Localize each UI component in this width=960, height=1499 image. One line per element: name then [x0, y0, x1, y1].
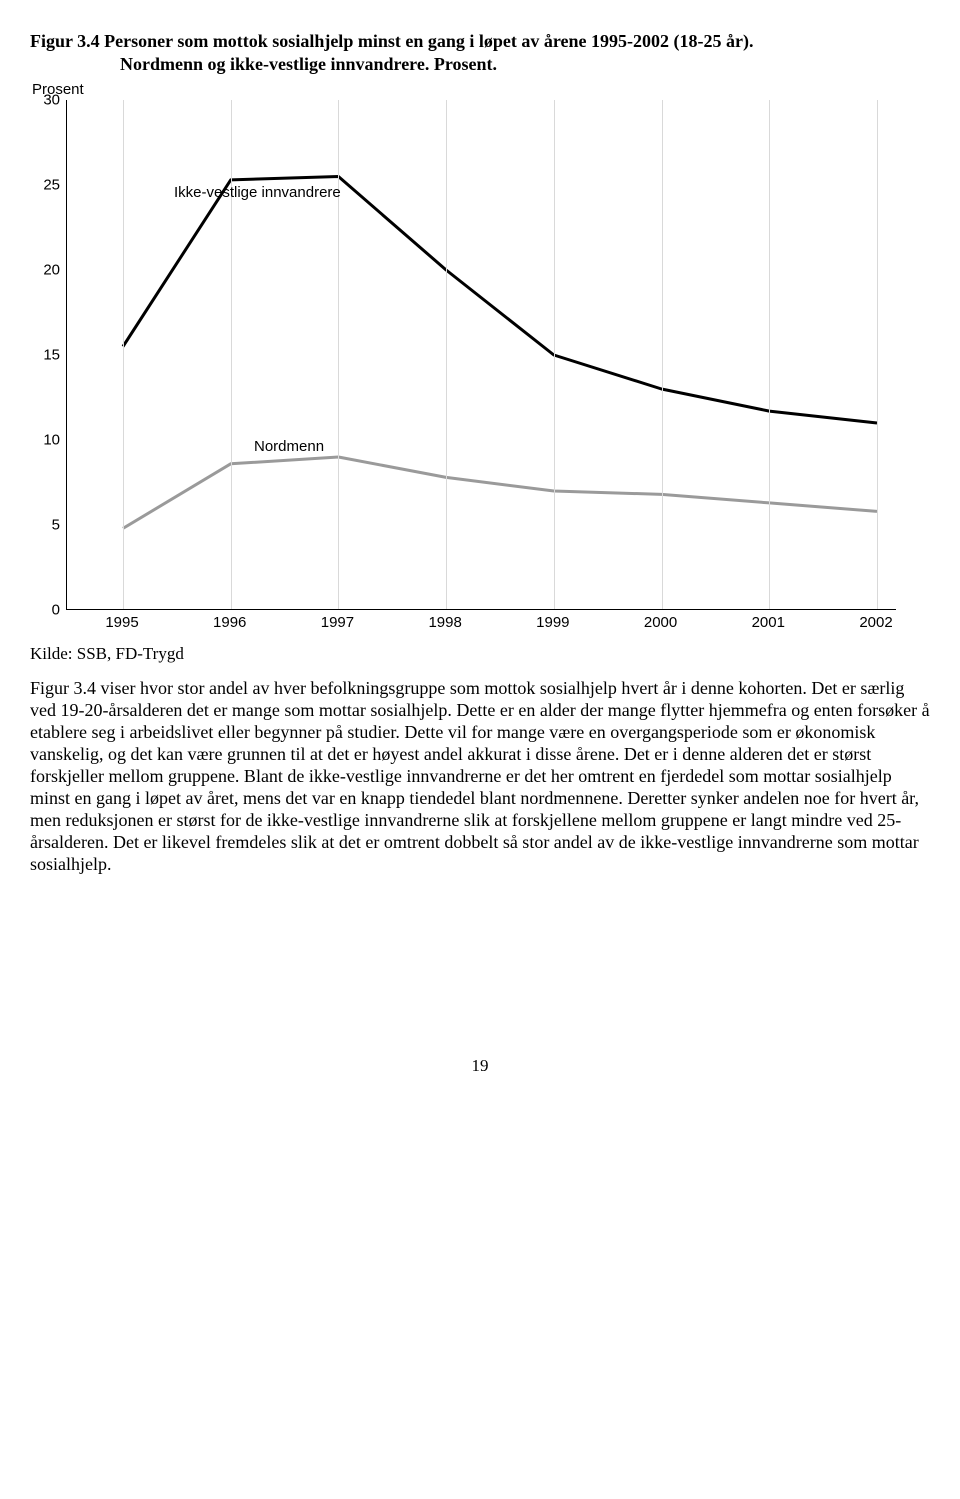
gridline-v [123, 100, 124, 609]
figure-title-line2: Nordmenn og ikke-vestlige innvandrere. P… [120, 53, 930, 76]
y-tick-label: 10 [32, 432, 60, 449]
chart-lines [67, 100, 897, 610]
x-tick-label: 1998 [428, 614, 461, 631]
gridline-v [338, 100, 339, 609]
y-tick-label: 5 [32, 517, 60, 534]
body-paragraph: Figur 3.4 viser hvor stor andel av hver … [30, 678, 930, 876]
series-line [123, 457, 877, 528]
figure-title: Figur 3.4 Personer som mottok sosialhjel… [30, 30, 930, 75]
y-tick-label: 25 [32, 177, 60, 194]
chart: 1995 1996 1997 1998 1999 2000 2001 2002 0 5 10 15 20… [30, 100, 910, 640]
gridline-v [877, 100, 878, 609]
x-tick-label: 1997 [321, 614, 354, 631]
series-label: Nordmenn [254, 438, 324, 455]
gridline-v [554, 100, 555, 609]
y-tick-label: 15 [32, 347, 60, 364]
gridline-v [446, 100, 447, 609]
y-tick-label: 30 [32, 92, 60, 109]
gridline-v [769, 100, 770, 609]
x-tick-label: 2002 [859, 614, 892, 631]
x-tick-label: 2001 [752, 614, 785, 631]
y-tick-label: 20 [32, 262, 60, 279]
page-number: 19 [30, 1056, 930, 1076]
plot-area [66, 100, 896, 610]
gridline-v [231, 100, 232, 609]
chart-source: Kilde: SSB, FD-Trygd [30, 644, 930, 664]
x-tick-label: 1999 [536, 614, 569, 631]
series-label: Ikke-vestlige innvandrere [174, 184, 341, 201]
y-tick-label: 0 [32, 602, 60, 619]
figure-title-line1: Figur 3.4 Personer som mottok sosialhjel… [30, 31, 753, 51]
series-line [123, 177, 877, 424]
x-tick-label: 1996 [213, 614, 246, 631]
gridline-v [662, 100, 663, 609]
x-tick-label: 2000 [644, 614, 677, 631]
y-axis-label: Prosent [32, 81, 930, 98]
x-tick-label: 1995 [105, 614, 138, 631]
